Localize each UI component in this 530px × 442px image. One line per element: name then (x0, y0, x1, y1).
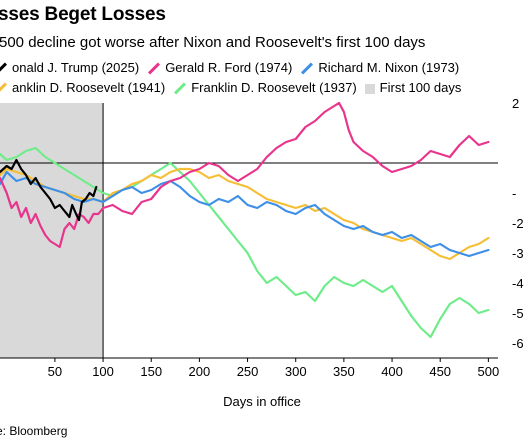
series-line-2 (0, 170, 490, 258)
first-100-days-region (0, 103, 104, 358)
legend-item-trump: onald J. Trump (2025) (0, 58, 139, 78)
series-line-0 (0, 158, 98, 222)
legend-item-roosevelt-1941: anklin D. Roosevelt (1941) (0, 78, 165, 98)
x-tick-label: 300 (285, 364, 307, 379)
y-tick-label: -3 (512, 246, 524, 261)
legend-label: First 100 days (379, 80, 462, 95)
y-tick-label: -6 (512, 336, 524, 351)
legend-label: onald J. Trump (2025) (12, 60, 140, 75)
series-line-1 (0, 101, 490, 249)
legend-item-roosevelt-1937: Franklin D. Roosevelt (1937) (173, 78, 357, 98)
legend-label: Franklin D. Roosevelt (1937) (191, 80, 357, 95)
legend-label: anklin D. Roosevelt (1941) (12, 80, 166, 95)
legend: onald J. Trump (2025) Gerald R. Ford (197… (0, 58, 530, 98)
chart-subtitle: 500 decline got worse after Nixon and Ro… (0, 34, 426, 51)
x-tick-label: 450 (429, 364, 451, 379)
x-axis-label: Days in office (223, 394, 301, 409)
legend-swatch-box (364, 83, 375, 94)
legend-item-first-100-days: First 100 days (364, 78, 462, 98)
legend-label: Gerald R. Ford (1974) (165, 60, 293, 75)
legend-item-nixon: Richard M. Nixon (1973) (300, 58, 459, 78)
y-tick-label: -2 (512, 216, 524, 231)
y-tick-label: -4 (512, 276, 524, 291)
line-chart: 50 100 150 200 250 300 350 400 450 500 2 - -2 -3 -4 -5 -… (0, 96, 524, 409)
x-tick-label: 200 (189, 364, 211, 379)
x-tick-label: 50 (48, 364, 62, 379)
y-tick-label: 2 (512, 96, 519, 111)
y-tick-label: -5 (512, 306, 524, 321)
chart-title: sses Beget Losses (0, 4, 166, 25)
x-tick-label: 350 (333, 364, 355, 379)
x-tick-label: 500 (478, 364, 500, 379)
x-tick-label: 100 (92, 364, 114, 379)
x-tick-label: 400 (381, 364, 403, 379)
legend-item-ford: Gerald R. Ford (1974) (147, 58, 292, 78)
legend-label: Richard M. Nixon (1973) (318, 60, 460, 75)
series-line-4 (0, 146, 490, 339)
x-tick-label: 150 (140, 364, 162, 379)
source-note: e: Bloomberg (0, 424, 68, 438)
series-line-3 (0, 167, 490, 261)
x-tick-label: 250 (237, 364, 259, 379)
y-tick-label: - (512, 186, 516, 201)
